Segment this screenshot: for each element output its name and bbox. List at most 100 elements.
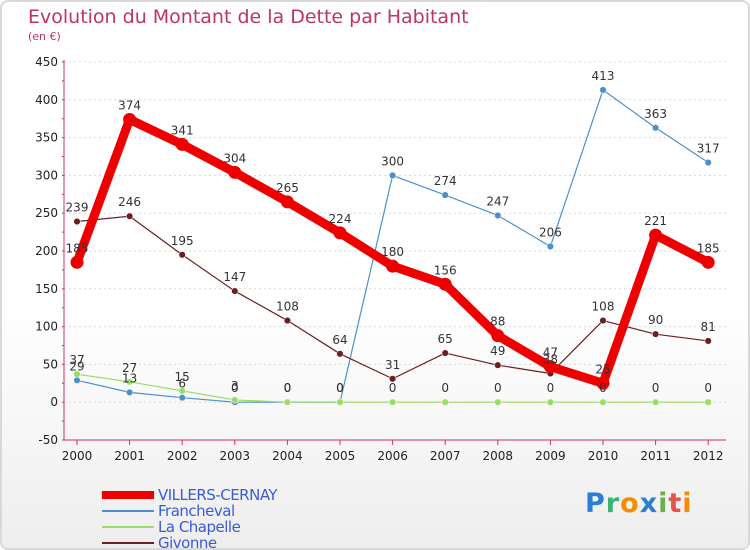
y-tick-label: 150 <box>35 282 58 296</box>
data-label-la-chapelle: 0 <box>599 381 607 395</box>
logo-letter: t <box>668 488 683 519</box>
data-point-francheval <box>178 394 186 402</box>
data-label-la-chapelle: 0 <box>389 381 397 395</box>
data-point-la-chapelle <box>178 387 186 395</box>
data-label-givonne: 147 <box>223 270 246 284</box>
y-tick-label: 300 <box>35 168 58 182</box>
data-point-givonne <box>652 330 660 338</box>
data-point-francheval <box>441 191 449 199</box>
x-tick-label: 2011 <box>640 449 671 463</box>
data-point-francheval <box>599 86 607 94</box>
data-point-givonne <box>494 361 502 369</box>
logo-letter: x <box>639 488 659 519</box>
data-label-la-chapelle: 27 <box>122 361 137 375</box>
data-point-villers-cernay <box>228 165 242 179</box>
y-tick-label: 0 <box>50 395 58 409</box>
data-label-givonne: 239 <box>66 201 89 215</box>
data-label-villers-cernay: 47 <box>543 346 558 360</box>
x-tick-label: 2003 <box>220 449 251 463</box>
data-label-francheval: 0 <box>336 381 344 395</box>
y-tick-label: 250 <box>35 206 58 220</box>
data-label-la-chapelle: 0 <box>284 381 292 395</box>
logo-letter: r <box>605 488 621 519</box>
data-point-la-chapelle <box>441 398 449 406</box>
data-point-villers-cernay <box>701 255 715 269</box>
x-tick-label: 2004 <box>272 449 303 463</box>
data-label-givonne: 246 <box>118 195 141 209</box>
legend-label: La Chapelle <box>158 518 241 536</box>
data-label-francheval: 317 <box>697 142 720 156</box>
data-label-la-chapelle: 0 <box>494 381 502 395</box>
data-label-villers-cernay: 185 <box>697 241 720 255</box>
data-point-givonne <box>441 349 449 357</box>
data-label-villers-cernay: 265 <box>276 181 299 195</box>
data-point-villers-cernay <box>70 255 84 269</box>
data-point-francheval <box>389 171 397 179</box>
proxiti-logo: Proxiti <box>585 488 693 519</box>
data-label-francheval: 274 <box>434 174 457 188</box>
data-label-villers-cernay: 180 <box>381 245 404 259</box>
data-label-francheval: 13 <box>122 371 137 385</box>
data-label-villers-cernay: 224 <box>329 212 352 226</box>
x-tick-label: 2008 <box>483 449 514 463</box>
data-point-la-chapelle <box>389 398 397 406</box>
data-label-la-chapelle: 15 <box>175 370 190 384</box>
logo-letter: P <box>585 488 606 519</box>
data-point-givonne <box>599 317 607 325</box>
data-point-francheval <box>652 124 660 132</box>
y-tick-label: 200 <box>35 244 58 258</box>
y-tick-label: 100 <box>35 320 58 334</box>
data-point-la-chapelle <box>546 398 554 406</box>
data-point-la-chapelle <box>704 398 712 406</box>
data-point-givonne <box>126 212 134 220</box>
data-label-givonne: 195 <box>171 234 194 248</box>
y-tick-label: 350 <box>35 131 58 145</box>
data-label-francheval: 247 <box>486 194 509 208</box>
data-label-la-chapelle: 0 <box>652 381 660 395</box>
logo-letter: i <box>658 488 669 519</box>
data-label-villers-cernay: 374 <box>118 98 141 112</box>
data-point-la-chapelle <box>652 398 660 406</box>
legend-item-givonne[interactable]: Givonne <box>102 534 362 548</box>
legend-swatch-la-chapelle <box>102 526 154 528</box>
data-point-la-chapelle <box>283 398 291 406</box>
data-label-la-chapelle: 0 <box>704 381 712 395</box>
legend-item-la-chapelle[interactable]: La Chapelle <box>102 518 362 536</box>
data-point-la-chapelle <box>494 398 502 406</box>
data-point-villers-cernay <box>386 259 400 273</box>
x-tick-label: 2010 <box>588 449 619 463</box>
x-tick-label: 2001 <box>114 449 145 463</box>
data-point-villers-cernay <box>649 228 663 242</box>
data-label-givonne: 31 <box>385 358 400 372</box>
data-label-givonne: 64 <box>332 333 347 347</box>
data-label-francheval: 0 <box>284 381 292 395</box>
legend-label: VILLERS-CERNAY <box>158 486 278 504</box>
legend-swatch-villers-cernay <box>102 491 154 499</box>
data-label-francheval: 413 <box>592 69 615 83</box>
x-tick-label: 2002 <box>167 449 198 463</box>
data-point-la-chapelle <box>126 378 134 386</box>
x-tick-label: 2007 <box>430 449 461 463</box>
data-point-givonne <box>389 375 397 383</box>
data-label-francheval: 206 <box>539 225 562 239</box>
data-point-francheval <box>73 376 81 384</box>
data-label-villers-cernay: 88 <box>490 315 505 329</box>
x-tick-label: 2009 <box>535 449 566 463</box>
legend-item-villers-cernay[interactable]: VILLERS-CERNAY <box>102 486 362 504</box>
legend-item-francheval[interactable]: Francheval <box>102 502 362 520</box>
data-point-givonne <box>336 350 344 358</box>
data-point-francheval <box>494 211 502 220</box>
data-label-givonne: 108 <box>592 300 615 314</box>
chart-title: Evolution du Montant de la Dette par Hab… <box>28 6 469 28</box>
data-label-la-chapelle: 0 <box>441 381 449 395</box>
data-label-givonne: 65 <box>438 332 453 346</box>
data-point-la-chapelle <box>336 398 344 406</box>
data-label-villers-cernay: 304 <box>223 151 246 165</box>
x-tick-label: 2005 <box>325 449 356 463</box>
data-point-la-chapelle <box>73 370 81 378</box>
data-point-francheval <box>546 242 554 251</box>
legend-swatch-givonne <box>102 542 154 544</box>
logo-letter: o <box>620 488 640 519</box>
y-tick-label: 450 <box>35 55 58 69</box>
